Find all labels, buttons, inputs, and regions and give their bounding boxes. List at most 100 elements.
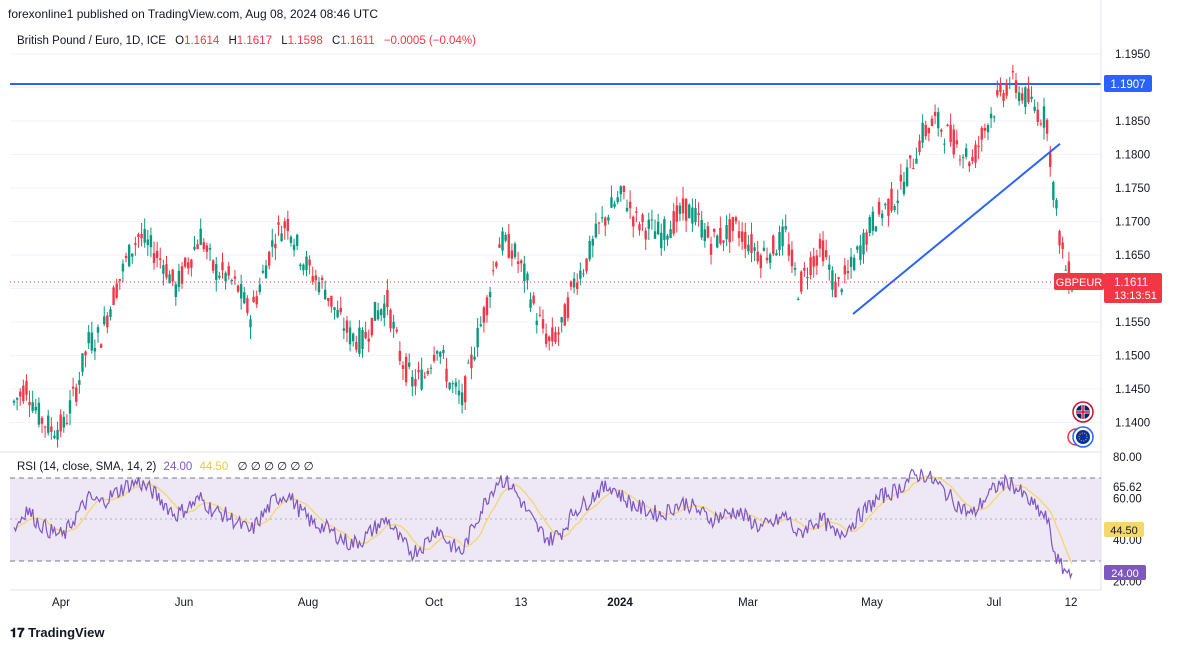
candle-body xyxy=(843,265,847,275)
candle-body xyxy=(579,270,582,279)
candle-body xyxy=(784,226,787,230)
candle-body xyxy=(183,257,187,267)
brand-name: TradingView xyxy=(28,625,105,640)
candle-body xyxy=(874,226,878,232)
candle-body xyxy=(451,383,454,385)
candle-body xyxy=(697,213,700,216)
candle-body xyxy=(961,157,965,159)
eur-flag-icon[interactable] xyxy=(1067,426,1094,448)
tradingview-logo[interactable]: 𝟏𝟕 TradingView xyxy=(10,625,104,641)
candle-body xyxy=(199,228,202,245)
candle-body xyxy=(473,356,476,360)
candle-body xyxy=(165,264,168,278)
candle-body xyxy=(81,353,84,372)
candle-body xyxy=(840,289,843,293)
rsi-tick-label: 60.00 xyxy=(1113,494,1142,506)
candle-body xyxy=(62,416,65,428)
candle-body xyxy=(877,201,881,215)
resistance-price-label: 1.1907 xyxy=(1104,75,1152,92)
candle-body xyxy=(109,309,112,317)
candle-body xyxy=(709,243,713,255)
candle-body xyxy=(846,270,850,274)
candle-body xyxy=(239,283,243,299)
candle-body xyxy=(852,257,856,271)
candle-body xyxy=(918,140,921,153)
candle-body xyxy=(871,211,875,231)
candle-body xyxy=(943,143,946,145)
candle-body xyxy=(398,350,402,361)
candle-body xyxy=(299,264,302,267)
candle-body xyxy=(333,307,336,311)
time-axis[interactable]: Apr Jun Aug Oct 13 2024 Mar May Jul 12 xyxy=(52,597,1077,609)
candle-body xyxy=(230,280,234,282)
candle-body xyxy=(980,127,983,140)
candle-body xyxy=(572,278,576,288)
candle-body xyxy=(22,385,25,402)
candle-body xyxy=(373,301,377,321)
candle-body xyxy=(255,296,258,305)
candle-body xyxy=(53,435,56,439)
candle-body xyxy=(800,271,803,292)
candle-body xyxy=(187,262,190,269)
candle-body xyxy=(625,207,629,212)
candle-body xyxy=(1058,231,1061,246)
price-scale[interactable]: 1.1950 1.1850 1.1800 1.1750 1.1700 1.1650 1.15… xyxy=(1115,49,1150,430)
candle-body xyxy=(669,229,672,238)
candle-body xyxy=(457,390,461,396)
candle-body xyxy=(523,263,526,282)
candle-body xyxy=(317,281,321,293)
candle-body xyxy=(622,185,626,192)
time-tick-label: 13 xyxy=(515,597,528,609)
candle-body xyxy=(576,282,579,289)
candle-body xyxy=(694,207,697,223)
rsi-pane xyxy=(10,468,1101,580)
candle-body xyxy=(628,201,632,209)
candle-body xyxy=(1030,96,1033,99)
candle-body xyxy=(663,219,666,240)
trendline[interactable] xyxy=(852,143,1061,315)
price-grid xyxy=(10,53,1101,423)
rsi-title[interactable]: RSI (14, close, SMA, 14, 2) xyxy=(17,461,157,473)
rsi-tick-label: 80.00 xyxy=(1113,452,1142,464)
candle-body xyxy=(426,370,430,374)
candle-body xyxy=(691,207,694,224)
candle-body xyxy=(796,298,800,300)
candle-body xyxy=(162,265,165,274)
candle-body xyxy=(597,222,601,224)
time-tick-label: Oct xyxy=(425,597,444,609)
symbol-title[interactable]: British Pound / Euro, 1D, ICE xyxy=(17,35,166,47)
candle-body xyxy=(330,295,333,307)
candle-body xyxy=(205,245,209,252)
candle-body xyxy=(93,348,97,352)
candle-body xyxy=(610,197,613,208)
candle-body xyxy=(221,262,224,271)
candle-body xyxy=(688,204,691,219)
candles xyxy=(12,64,1074,448)
candle-body xyxy=(594,223,598,238)
candle-body xyxy=(115,283,118,298)
candle-body xyxy=(99,344,103,348)
candle-body xyxy=(218,275,221,278)
candle-body xyxy=(476,327,479,348)
candle-body xyxy=(566,297,570,318)
candle-body xyxy=(174,284,178,297)
candle-body xyxy=(47,415,50,433)
low-label: L xyxy=(281,35,288,47)
candle-body xyxy=(59,414,62,432)
gbp-flag-icon[interactable] xyxy=(1072,401,1094,423)
candle-body xyxy=(999,83,1002,93)
candle-body xyxy=(112,287,115,305)
candle-body xyxy=(604,217,607,226)
candle-body xyxy=(753,247,756,251)
candle-body xyxy=(803,267,806,271)
candle-body xyxy=(974,144,977,163)
candle-body xyxy=(585,258,588,272)
candle-body xyxy=(613,203,616,207)
candle-body xyxy=(896,200,899,203)
time-tick-label: Aug xyxy=(298,597,318,609)
symbol-tag: GBPEUR xyxy=(1056,277,1103,289)
candle-body xyxy=(1055,200,1058,209)
candle-body xyxy=(208,248,212,250)
candle-body xyxy=(510,250,514,259)
